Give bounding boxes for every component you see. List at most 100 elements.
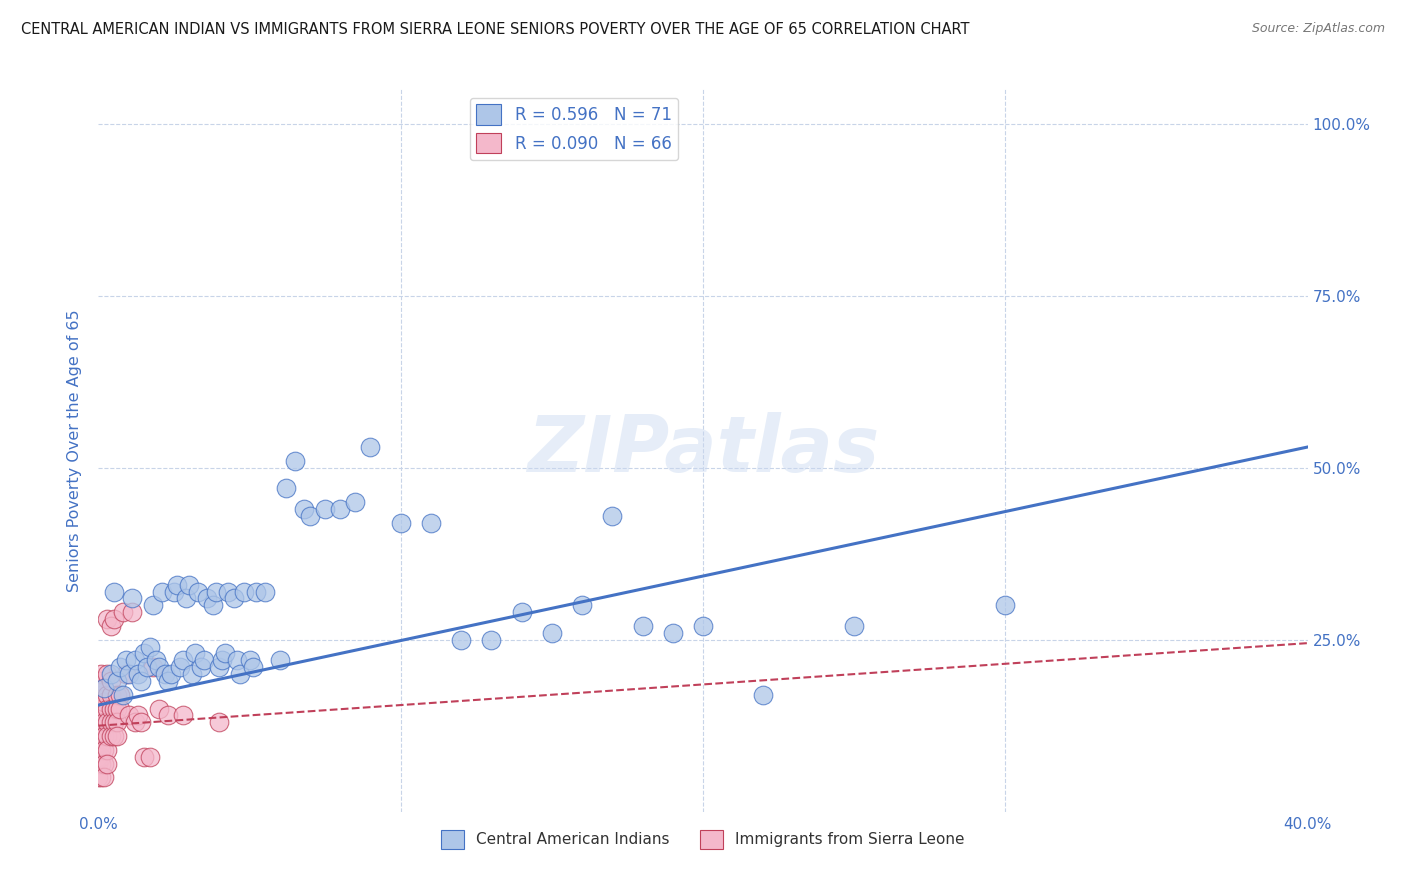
Point (166, 577, 188, 591)
Point (274, 481, 297, 495)
Point (148, 701, 170, 715)
Point (202, 599, 225, 613)
Point (145, 653, 167, 667)
Point (631, 619, 654, 633)
Point (314, 502, 336, 516)
Point (214, 647, 236, 661)
Point (96, 715, 118, 730)
Point (156, 673, 179, 688)
Point (253, 584, 276, 599)
Point (239, 653, 262, 667)
Point (124, 715, 146, 730)
Point (661, 625, 683, 640)
Point (245, 584, 267, 599)
Text: CENTRAL AMERICAN INDIAN VS IMMIGRANTS FROM SIERRA LEONE SENIORS POVERTY OVER THE: CENTRAL AMERICAN INDIAN VS IMMIGRANTS FR… (21, 22, 970, 37)
Point (193, 653, 215, 667)
Point (90, 722, 112, 736)
Point (181, 667, 204, 681)
Point (87, 749, 110, 764)
Point (108, 688, 131, 702)
Point (87, 722, 110, 736)
Point (93, 756, 115, 771)
Point (344, 495, 367, 509)
Point (93, 729, 115, 743)
Point (217, 584, 239, 599)
Point (90, 770, 112, 784)
Point (93, 701, 115, 715)
Point (481, 632, 503, 647)
Point (87, 681, 110, 695)
Point (87, 770, 110, 784)
Point (420, 516, 443, 530)
Point (100, 715, 122, 730)
Point (108, 701, 131, 715)
Point (90, 729, 112, 743)
Point (172, 708, 194, 723)
Point (87, 708, 110, 723)
Point (692, 619, 714, 633)
Point (292, 502, 315, 516)
Point (142, 660, 165, 674)
Point (450, 632, 472, 647)
Point (195, 591, 218, 606)
Point (100, 667, 122, 681)
Point (224, 591, 246, 606)
Point (118, 667, 141, 681)
Point (100, 701, 122, 715)
Text: ZIPatlas: ZIPatlas (527, 412, 879, 489)
Point (132, 749, 155, 764)
Point (90, 736, 112, 750)
Point (96, 743, 118, 757)
Point (139, 640, 162, 654)
Point (156, 708, 179, 723)
Point (232, 584, 254, 599)
Point (96, 688, 118, 702)
Point (96, 667, 118, 681)
Point (571, 599, 593, 613)
Point (90, 667, 112, 681)
Point (139, 749, 162, 764)
Point (752, 688, 775, 702)
Point (96, 729, 118, 743)
Point (90, 749, 112, 764)
Point (129, 673, 152, 688)
Point (121, 605, 143, 619)
Point (103, 715, 125, 730)
Point (103, 729, 125, 743)
Point (87, 736, 110, 750)
Point (172, 653, 194, 667)
Point (150, 584, 173, 599)
Point (540, 625, 562, 640)
Point (299, 508, 322, 523)
Point (226, 653, 249, 667)
Point (105, 673, 128, 688)
Point (153, 667, 176, 681)
Point (208, 660, 231, 674)
Point (184, 647, 207, 661)
Point (105, 715, 128, 730)
Point (100, 688, 122, 702)
Point (103, 701, 125, 715)
Point (105, 688, 128, 702)
Point (205, 584, 228, 599)
Text: Source: ZipAtlas.com: Source: ZipAtlas.com (1251, 22, 1385, 36)
Point (100, 673, 122, 688)
Point (87, 756, 110, 771)
Point (124, 653, 146, 667)
Point (127, 708, 149, 723)
Y-axis label: Seniors Poverty Over the Age of 65: Seniors Poverty Over the Age of 65 (67, 310, 83, 591)
Point (100, 729, 122, 743)
Point (211, 653, 233, 667)
Point (90, 673, 112, 688)
Point (132, 647, 155, 661)
Point (190, 660, 212, 674)
Point (208, 715, 231, 730)
Point (389, 516, 412, 530)
Point (269, 653, 291, 667)
Point (111, 688, 134, 702)
Point (994, 599, 1017, 613)
Point (103, 612, 125, 626)
Point (329, 502, 352, 516)
Point (93, 715, 115, 730)
Point (90, 688, 112, 702)
